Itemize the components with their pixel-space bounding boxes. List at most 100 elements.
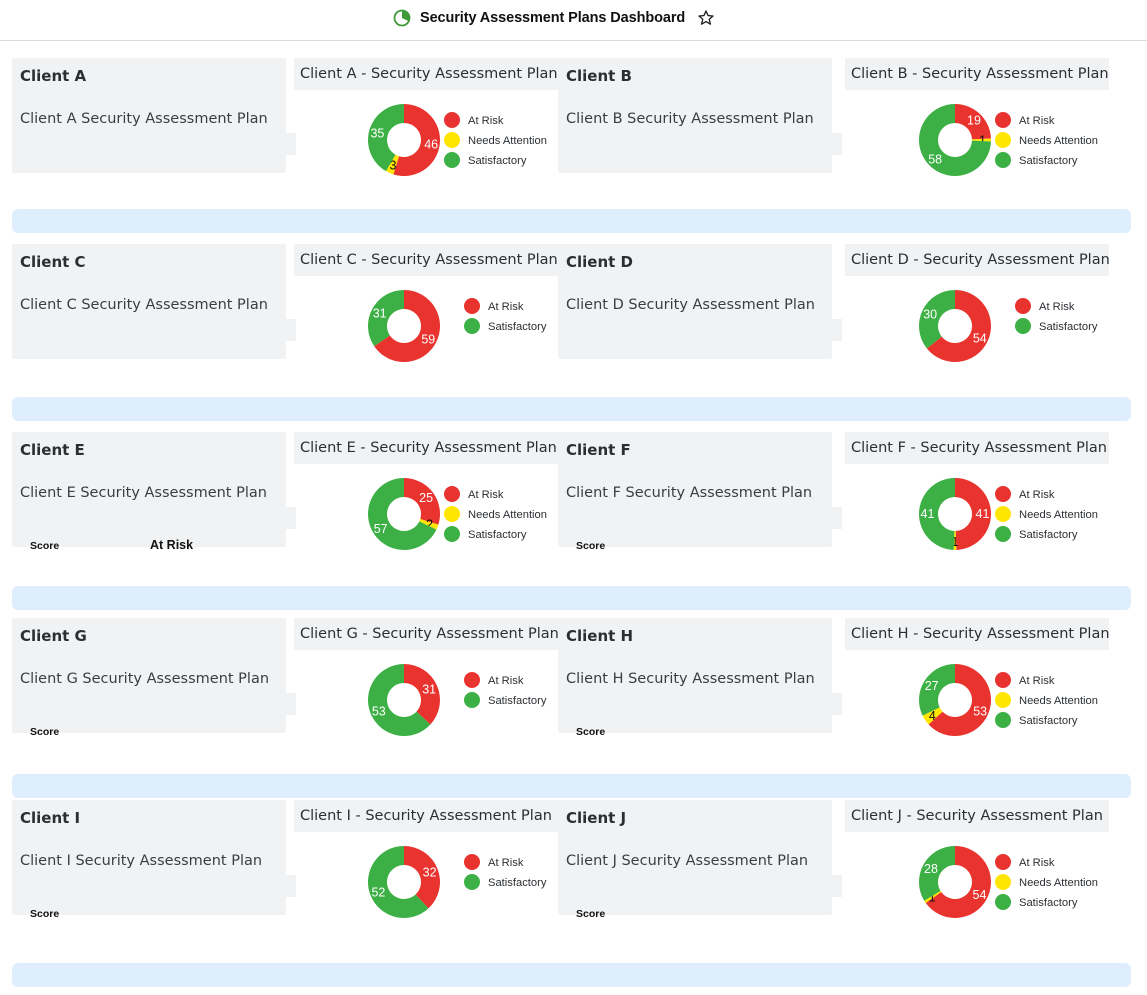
donut-svg: 19 1 58 At Risk Needs Attention Satisfactory [919,104,1098,176]
donut-chart: Client C - Security Assessment Plan 59 31 A… [294,244,558,364]
donut-svg: 54 30 At Risk Satisfactory [919,290,1098,362]
legend-label: At Risk [1019,857,1055,869]
satisfactory-slice[interactable] [919,290,955,349]
slice-value-label: 3 [390,159,397,173]
legend-label: Satisfactory [488,877,547,889]
card-tab [286,133,296,155]
legend-label: Satisfactory [468,529,527,541]
client-plan-title: Client E Security Assessment Plan [20,485,267,501]
chart-title: Client G - Security Assessment Plan [300,626,559,642]
slice-value-label: 19 [967,114,981,128]
dashboard-title: Security Assessment Plans Dashboard [420,10,686,26]
at-risk-legend-dot [1015,298,1031,314]
client-plan-title: Client C Security Assessment Plan [20,297,268,313]
at-risk-legend-dot [464,672,480,688]
satisfactory-slice[interactable] [368,846,429,918]
needs-attention-slice[interactable] [924,890,942,904]
satisfactory-slice[interactable] [368,664,431,736]
client-card: Client I Client I Security Assessment Pla… [12,800,286,915]
satisfactory-slice[interactable] [919,104,991,176]
client-name: Client E [20,441,85,459]
legend-label: Satisfactory [1019,715,1078,727]
satisfactory-legend-dot [444,152,460,168]
satisfactory-slice[interactable] [368,290,404,347]
at-risk-slice[interactable] [404,664,440,725]
legend-label: Needs Attention [1019,877,1098,889]
client-plan-title: Client G Security Assessment Plan [20,671,270,687]
client-card: Client C Client C Security Assessment Pla… [12,244,286,359]
at-risk-legend-dot [995,854,1011,870]
slice-value-label: 28 [924,862,938,876]
at-risk-legend-dot [444,486,460,502]
needs-attention-legend-dot [995,506,1011,522]
legend-label: At Risk [1019,675,1055,687]
at-risk-slice[interactable] [404,846,440,909]
satisfactory-slice[interactable] [368,478,437,550]
slice-value-label: 30 [923,308,937,322]
at-risk-slice[interactable] [925,846,991,918]
legend-label: At Risk [1039,301,1075,313]
at-risk-slice[interactable] [374,290,440,362]
client-card: Client E Client E Security Assessment Pla… [12,432,286,547]
chart-title-bar [294,244,558,276]
score-label: Score [30,726,60,738]
slice-value-label: 53 [372,705,386,719]
score-label: Score [576,908,606,920]
slice-value-label: 1 [952,535,959,549]
donut-svg: 53 4 27 At Risk Needs Attention Satisfactory [919,664,1098,736]
satisfactory-legend-dot [995,526,1011,542]
dashboard-header: Security Assessment Plans Dashboard [0,0,1147,41]
at-risk-slice[interactable] [928,664,991,736]
client-name: Client F [566,441,631,459]
satisfactory-legend-dot [995,152,1011,168]
at-risk-slice[interactable] [955,478,991,550]
needs-attention-slice[interactable] [419,519,439,530]
satisfactory-legend-dot [464,692,480,708]
needs-attention-legend-dot [995,874,1011,890]
card-tab [286,319,296,341]
needs-attention-legend-dot [444,132,460,148]
chart-title-bar [294,58,558,90]
at-risk-slice[interactable] [926,290,991,362]
client-name: Client I [20,809,81,827]
needs-attention-slice[interactable] [971,138,991,142]
satisfactory-legend-dot [444,526,460,542]
needs-attention-slice[interactable] [922,707,943,725]
legend-label: Satisfactory [1019,897,1078,909]
row-separator [12,774,1131,798]
at-risk-slice[interactable] [404,478,440,525]
donut-chart: Client G - Security Assessment Plan 31 53 A… [294,618,559,738]
satisfactory-slice[interactable] [919,478,955,550]
client-name: Client H [566,627,634,645]
card-tab [832,507,842,529]
card-tab [286,693,296,715]
satisfactory-slice[interactable] [368,104,404,172]
slice-value-label: 54 [973,331,987,345]
pie-chart-icon [392,8,412,28]
client-card: Client A Client A Security Assessment Pla… [12,58,286,173]
star-icon[interactable] [697,9,715,27]
donut-chart: Client F - Security Assessment Plan 41 1 41… [845,432,1109,552]
client-card: Client F Client F Security Assessment Pla… [558,432,832,547]
slice-value-label: 1 [979,134,986,148]
card-tab [832,693,842,715]
client-card: Client H Client H Security Assessment Pla… [558,618,832,733]
satisfactory-legend-dot [995,894,1011,910]
risk-status-label: At Risk [150,538,194,552]
at-risk-slice[interactable] [955,104,991,140]
legend-label: Needs Attention [1019,695,1098,707]
slice-value-label: 54 [973,888,987,902]
legend-label: Satisfactory [1039,321,1098,333]
needs-attention-legend-dot [995,692,1011,708]
client-name: Client A [20,67,87,85]
slice-value-label: 46 [424,138,438,152]
legend-label: Needs Attention [1019,509,1098,521]
chart-title-bar [294,432,558,464]
satisfactory-slice[interactable] [919,664,955,716]
needs-attention-slice[interactable] [953,530,957,550]
donut-chart: Client D - Security Assessment Plan 54 30 A… [845,244,1110,364]
satisfactory-slice[interactable] [919,846,955,901]
at-risk-slice[interactable] [393,104,440,176]
chart-title: Client F - Security Assessment Plan [851,440,1107,456]
needs-attention-slice[interactable] [386,154,399,175]
